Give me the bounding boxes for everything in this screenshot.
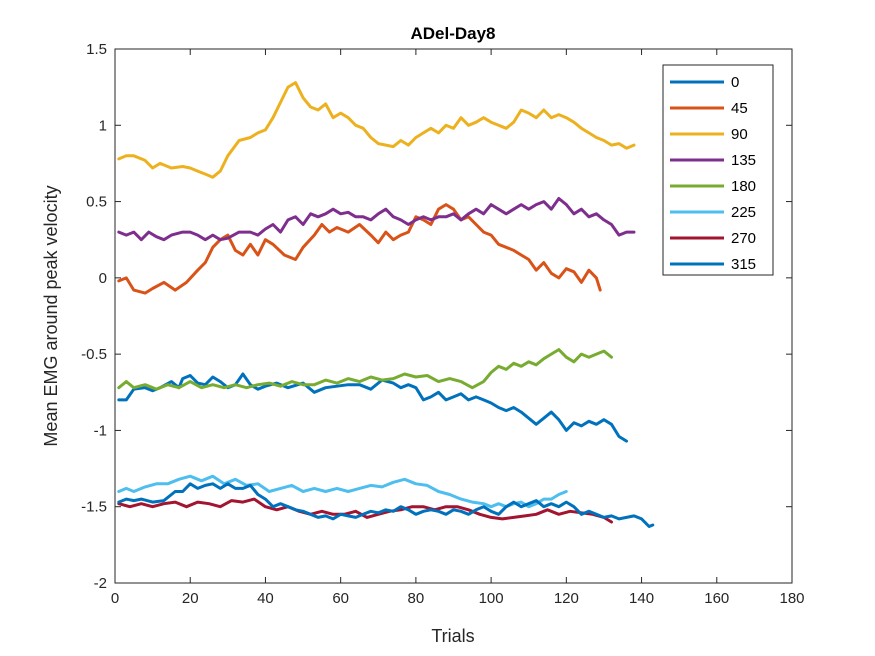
legend-items: 0 45 90 135 180 225 270 315 <box>670 74 756 273</box>
legend-entry-0: 0 <box>731 74 739 91</box>
y-tick-label: -0.5 <box>81 346 107 363</box>
y-tick-label: 1 <box>99 117 107 134</box>
series-layer <box>117 81 655 528</box>
x-tick-label: 20 <box>182 590 199 607</box>
legend-entry-225: 225 <box>731 204 756 221</box>
legend-box <box>662 64 774 276</box>
x-tick-label: 180 <box>779 590 804 607</box>
tick-layer: 0 20 40 60 80 100 120 140 160 180 -2 -1.5 -1 -0.5 0 0.5… <box>81 41 804 607</box>
x-tick-label: 60 <box>332 590 349 607</box>
legend-entry-180: 180 <box>731 178 756 195</box>
legend-entry-45: 45 <box>731 100 748 117</box>
series-line-45 <box>117 203 602 295</box>
x-tick-label: 80 <box>408 590 425 607</box>
legend-entry-90: 90 <box>731 126 748 143</box>
x-tick-label: 140 <box>629 590 654 607</box>
x-axis-label: Trials <box>431 626 474 646</box>
series-line-270 <box>117 497 613 524</box>
legend-entry-135: 135 <box>731 152 756 169</box>
series-line-90 <box>117 81 636 179</box>
series-line-315 <box>117 482 655 528</box>
legend: 0 45 90 135 180 225 270 315 <box>662 64 774 276</box>
series-line-0 <box>117 372 628 443</box>
y-tick-label: 1.5 <box>86 41 107 58</box>
legend-entry-270: 270 <box>731 230 756 247</box>
y-axis-label: Mean EMG around peak velocity <box>41 185 61 446</box>
series-line-180 <box>117 348 613 391</box>
y-tick-label: 0.5 <box>86 194 107 211</box>
chart-title: ADel-Day8 <box>410 24 495 43</box>
series-line-135 <box>117 197 636 242</box>
axes-box <box>114 48 793 584</box>
y-tick-label: -1 <box>94 422 107 439</box>
legend-entry-315: 315 <box>731 256 756 273</box>
x-tick-label: 160 <box>704 590 729 607</box>
x-tick-label: 40 <box>257 590 274 607</box>
y-tick-label: 0 <box>99 270 107 287</box>
x-tick-label: 100 <box>479 590 504 607</box>
x-tick-label: 0 <box>111 590 119 607</box>
y-tick-label: -2 <box>94 575 107 592</box>
y-tick-label: -1.5 <box>81 499 107 516</box>
x-tick-label: 120 <box>554 590 579 607</box>
